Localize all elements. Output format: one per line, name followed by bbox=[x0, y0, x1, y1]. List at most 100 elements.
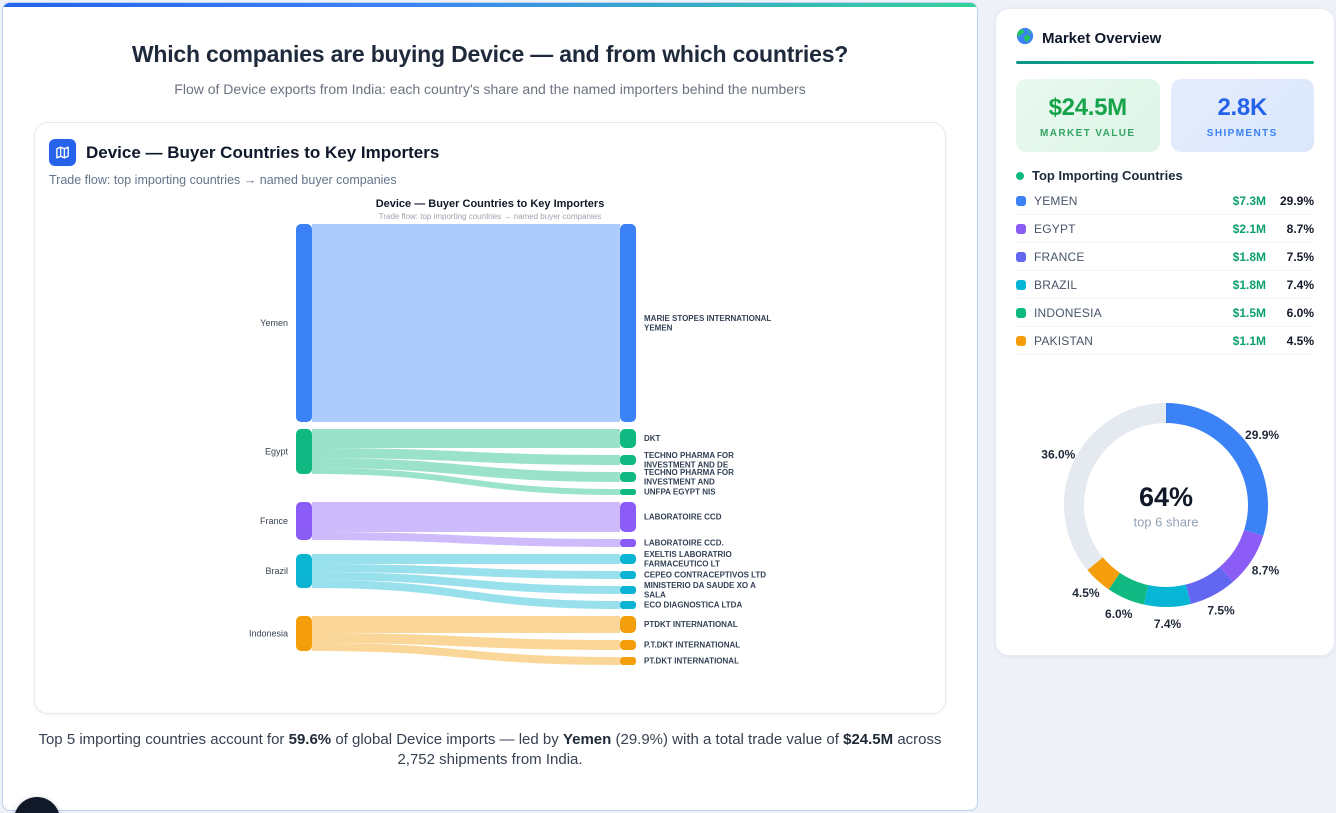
country-name: EGYPT bbox=[1034, 222, 1076, 236]
donut-segment[interactable] bbox=[1185, 566, 1233, 604]
sankey-node-company[interactable] bbox=[620, 489, 636, 495]
globe-icon bbox=[1016, 27, 1034, 50]
donut-segment[interactable] bbox=[1219, 529, 1264, 582]
chart-card-title: Device — Buyer Countries to Key Importer… bbox=[86, 142, 440, 162]
country-value: $1.8M bbox=[1232, 250, 1266, 264]
country-color-swatch bbox=[1016, 280, 1026, 290]
sankey-subtitle: Trade flow: top importing countries → na… bbox=[379, 212, 601, 221]
shipments-amount: 2.8K bbox=[1217, 94, 1268, 121]
country-color-swatch bbox=[1016, 252, 1026, 262]
sankey-company-label: PT.DKT INTERNATIONAL bbox=[644, 657, 739, 666]
sankey-node-country[interactable] bbox=[296, 224, 312, 422]
country-percent: 7.4% bbox=[1286, 278, 1314, 292]
sankey-node-company[interactable] bbox=[620, 472, 636, 482]
stat-market-value: $24.5M MARKET VALUE bbox=[1016, 79, 1160, 152]
sankey-link[interactable] bbox=[312, 468, 620, 495]
sankey-company-label: INVESTMENT AND bbox=[644, 477, 715, 486]
sankey-node-company[interactable] bbox=[620, 539, 636, 547]
sankey-node-company[interactable] bbox=[620, 586, 636, 594]
sankey-node-company[interactable] bbox=[620, 601, 636, 609]
donut-segment-label: 8.7% bbox=[1252, 563, 1280, 577]
sankey-link[interactable] bbox=[312, 224, 620, 422]
sankey-country-label: Indonesia bbox=[249, 629, 288, 639]
donut-segment-label: 29.9% bbox=[1245, 428, 1279, 442]
sankey-node-company[interactable] bbox=[620, 502, 636, 532]
country-value: $1.5M bbox=[1232, 306, 1266, 320]
sankey-company-label: MINISTERIO DA SAUDE XO A bbox=[644, 581, 756, 590]
donut-segment[interactable] bbox=[1087, 557, 1120, 590]
sankey-link[interactable] bbox=[312, 616, 620, 633]
sankey-node-country[interactable] bbox=[296, 429, 312, 474]
country-color-swatch bbox=[1016, 336, 1026, 346]
sankey-link[interactable] bbox=[312, 532, 620, 547]
country-row[interactable]: PAKISTAN $1.1M 4.5% bbox=[1016, 327, 1314, 355]
chart-card-header: Device — Buyer Countries to Key Importer… bbox=[35, 139, 945, 187]
sankey-company-label: DKT bbox=[644, 434, 661, 443]
donut-segment-label: 7.5% bbox=[1207, 604, 1235, 618]
country-name: INDONESIA bbox=[1034, 306, 1102, 320]
sankey-company-label: TECHNO PHARMA FOR bbox=[644, 451, 734, 460]
sankey-title: Device — Buyer Countries to Key Importer… bbox=[376, 198, 605, 210]
sankey-chart-card: Device — Buyer Countries to Key Importer… bbox=[34, 122, 946, 714]
market-value-label: MARKET VALUE bbox=[1039, 128, 1136, 139]
country-row[interactable]: EGYPT $2.1M 8.7% bbox=[1016, 215, 1314, 243]
country-row[interactable]: INDONESIA $1.5M 6.0% bbox=[1016, 299, 1314, 327]
sankey-link[interactable] bbox=[312, 643, 620, 665]
sankey-link[interactable] bbox=[312, 572, 620, 594]
sankey-node-company[interactable] bbox=[620, 571, 636, 579]
sankey-node-company[interactable] bbox=[620, 657, 636, 665]
donut-segment[interactable] bbox=[1143, 584, 1191, 607]
sankey-company-label: LABORATOIRE CCD. bbox=[644, 539, 724, 548]
sankey-node-company[interactable] bbox=[620, 455, 636, 465]
country-row[interactable]: YEMEN $7.3M 29.9% bbox=[1016, 187, 1314, 215]
sankey-node-country[interactable] bbox=[296, 554, 312, 588]
sankey-link[interactable] bbox=[312, 633, 620, 650]
market-value-amount: $24.5M bbox=[1048, 94, 1128, 121]
country-row[interactable]: FRANCE $1.8M 7.5% bbox=[1016, 243, 1314, 271]
sankey-company-label: EXELTIS LABORATRIO bbox=[644, 550, 732, 559]
country-name: BRAZIL bbox=[1034, 278, 1078, 292]
sankey-link[interactable] bbox=[312, 564, 620, 579]
sankey-node-country[interactable] bbox=[296, 616, 312, 651]
country-row[interactable]: BRAZIL $1.8M 7.4% bbox=[1016, 271, 1314, 299]
sankey-link[interactable] bbox=[312, 554, 620, 564]
sankey-link[interactable] bbox=[312, 448, 620, 465]
sankey-company-label: CEPEO CONTRACEPTIVOS LTD bbox=[644, 571, 766, 580]
country-value: $1.1M bbox=[1232, 334, 1266, 348]
sankey-node-company[interactable] bbox=[620, 640, 636, 650]
top-gradient-bar bbox=[3, 3, 977, 7]
sankey-company-label: LABORATOIRE CCD bbox=[644, 513, 722, 522]
market-overview-card: Market Overview $24.5M MARKET VALUE 2.8K… bbox=[995, 8, 1335, 656]
country-percent: 7.5% bbox=[1286, 250, 1314, 264]
country-percent: 8.7% bbox=[1286, 222, 1314, 236]
sankey-company-label: PTDKT INTERNATIONAL bbox=[644, 620, 738, 629]
sankey-node-company[interactable] bbox=[620, 224, 636, 422]
header-divider bbox=[1016, 61, 1314, 64]
sankey-company-label: MARIE STOPES INTERNATIONAL bbox=[644, 314, 771, 323]
donut-segment-label: 4.5% bbox=[1072, 586, 1100, 600]
sankey-node-country[interactable] bbox=[296, 502, 312, 540]
stat-shipments: 2.8K SHIPMENTS bbox=[1170, 79, 1314, 152]
donut-segment[interactable] bbox=[1166, 403, 1268, 536]
sankey-node-company[interactable] bbox=[620, 429, 636, 448]
sankey-link[interactable] bbox=[312, 580, 620, 609]
sankey-link[interactable] bbox=[312, 429, 620, 448]
donut-section: 29.9% 8.7% 7.5% 7.4% 6.0% 4.5% 36.0% 64% top 6 s… bbox=[1016, 367, 1314, 639]
page-subtitle: Flow of Device exports from India: each … bbox=[174, 81, 806, 97]
country-list: YEMEN $7.3M 29.9% EGYPT $2.1M 8.7% FRANCE $1.8M… bbox=[1016, 187, 1314, 355]
donut-segment[interactable] bbox=[1108, 572, 1149, 605]
summary-text: Top 5 importing countries account for 59… bbox=[38, 731, 942, 768]
sankey-diagram: Device — Buyer Countries to Key Importer… bbox=[249, 198, 771, 666]
country-value: $1.8M bbox=[1232, 278, 1266, 292]
sankey-company-label: TECHNO PHARMA FOR bbox=[644, 468, 734, 477]
green-dot-icon bbox=[1016, 171, 1024, 180]
page-title: Which companies are buying Device — and … bbox=[131, 41, 849, 67]
sankey-node-company[interactable] bbox=[620, 554, 636, 564]
sankey-link[interactable] bbox=[312, 458, 620, 482]
sankey-node-company[interactable] bbox=[620, 616, 636, 633]
donut-segment[interactable] bbox=[1064, 403, 1166, 571]
floating-action-button[interactable] bbox=[14, 797, 60, 813]
sankey-country-label: Brazil bbox=[265, 566, 288, 576]
country-name: YEMEN bbox=[1034, 194, 1078, 208]
sankey-link[interactable] bbox=[312, 502, 620, 532]
